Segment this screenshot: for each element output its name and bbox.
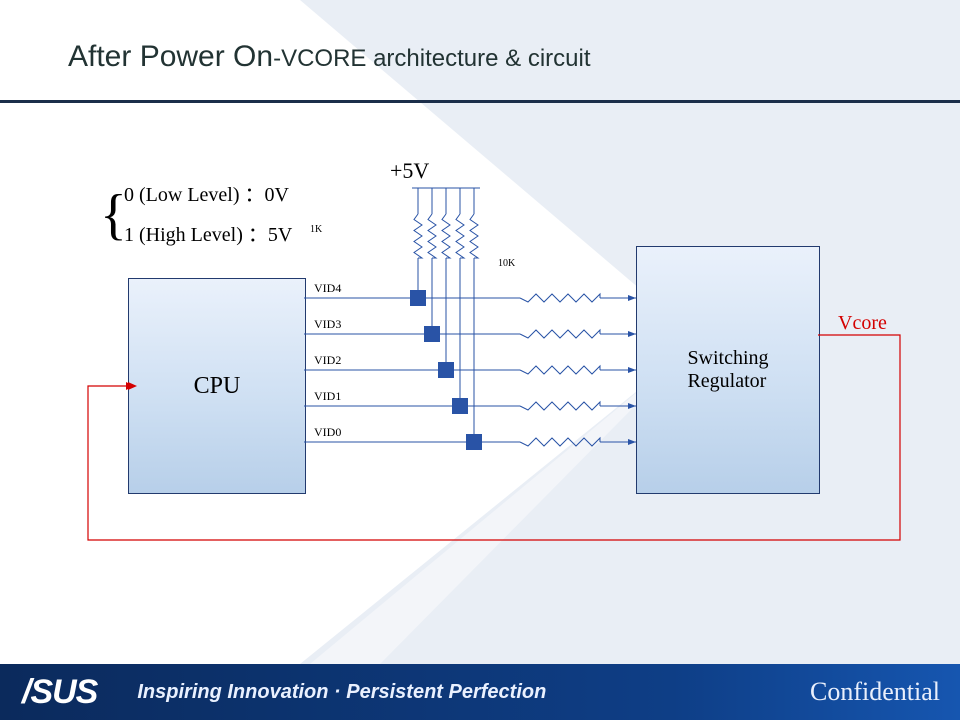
vcore-label: Vcore — [838, 312, 887, 334]
vid-label: VID1 — [314, 389, 341, 403]
vid-label: VID3 — [314, 317, 341, 331]
schematic-layer: VID4 VID3 VID2 VID1 VID0 Vcore — [0, 0, 960, 720]
slide: After Power On-VCORE architecture & circ… — [0, 0, 960, 720]
vid-label: VID0 — [314, 425, 341, 439]
brand-logo: /SUS — [22, 673, 97, 712]
footer-bar: /SUS Inspiring Innovation · Persistent P… — [0, 664, 960, 720]
vid-label: VID2 — [314, 353, 341, 367]
brand-slogan: Inspiring Innovation · Persistent Perfec… — [137, 681, 546, 704]
vid-label: VID4 — [314, 281, 341, 295]
confidential-mark: Confidential — [810, 677, 940, 707]
